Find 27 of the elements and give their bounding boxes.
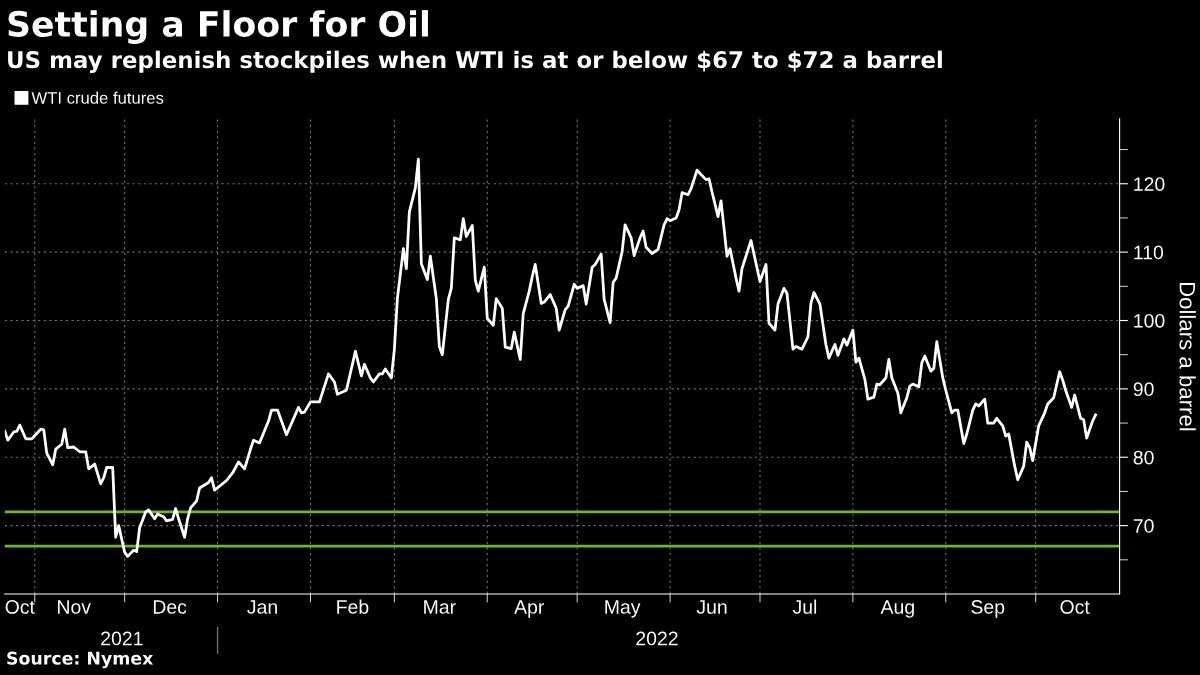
chart-title: Setting a Floor for Oil <box>8 10 428 44</box>
x-tick-label: Jun <box>696 600 727 614</box>
x-tick-label: Aug <box>880 600 914 618</box>
y-tick-label: 100 <box>1134 313 1165 328</box>
legend-label: WTI crude futures <box>31 91 164 104</box>
x-tick-label: Jan <box>247 600 277 614</box>
text: 2021 <box>101 631 143 646</box>
y-axis-title: Dollars a barrel <box>1179 282 1196 431</box>
x-tick-label: May <box>605 600 641 618</box>
y-tick-label: 110 <box>1134 245 1164 260</box>
y-tick-label: 80 <box>1133 450 1154 465</box>
x-tick-label: Oct <box>5 600 35 614</box>
y-tick-label: 120 <box>1134 177 1165 191</box>
x-tick-label: Oct <box>1060 600 1090 614</box>
x-tick-label: Jul <box>792 599 817 614</box>
source-note: Source: Nymex <box>7 651 154 669</box>
line-series <box>4 157 1098 558</box>
x-tick-label: Dec <box>153 600 187 614</box>
text: 2022 <box>636 631 678 646</box>
x-tick-label: Feb <box>337 599 369 614</box>
x-tick-label: Mar <box>424 600 456 614</box>
x-tick-label: Sep <box>971 600 1005 618</box>
chart-subtitle: US may replenish stockpiles when WTI is at or below $67 to $72 a barrel <box>8 50 942 73</box>
y-tick-label: 70 <box>1133 519 1154 533</box>
x-tick-label: Nov <box>58 600 91 614</box>
y-tick-label: 90 <box>1133 382 1154 397</box>
x-tick-label: Apr <box>514 600 545 618</box>
